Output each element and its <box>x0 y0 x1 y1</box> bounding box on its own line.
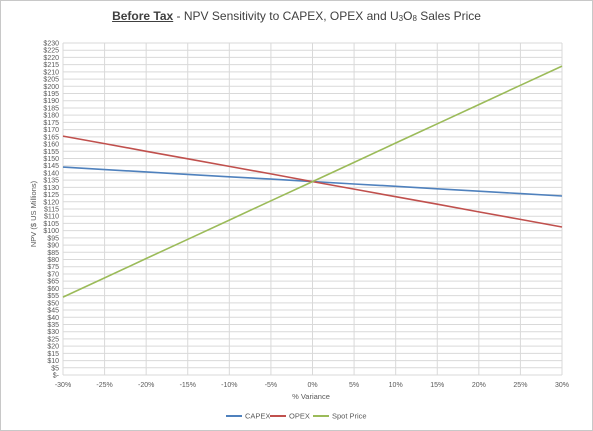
y-tick-label: $80 <box>47 257 59 264</box>
x-tick-label: -5% <box>265 382 277 389</box>
chart-title-sub-3: 3 <box>398 14 404 23</box>
legend-label-capex: CAPEX <box>245 412 270 421</box>
chart-title-mid: O <box>403 9 413 23</box>
y-axis-label: NPV ($ US Millions) <box>29 180 38 247</box>
y-tick-label: $205 <box>43 77 59 84</box>
y-tick-label: $175 <box>43 120 59 127</box>
y-tick-label: $65 <box>47 279 59 286</box>
x-axis-ticks: -30% -25% -20% -15% -10% -5% 0% 5% 10% 15% 20% 25% 3… <box>55 382 569 389</box>
x-tick-label: 20% <box>472 382 486 389</box>
y-tick-label: $160 <box>43 142 59 149</box>
y-tick-label: $60 <box>47 286 59 293</box>
x-tick-label: -30% <box>55 382 71 389</box>
y-tick-label: $25 <box>47 336 59 343</box>
chart-title-rest: - NPV Sensitivity to CAPEX, OPEX and U <box>173 9 399 23</box>
y-tick-label: $145 <box>43 163 59 170</box>
y-tick-label: $20 <box>47 344 59 351</box>
y-tick-label: $165 <box>43 134 59 141</box>
y-tick-label: $230 <box>43 41 59 48</box>
y-tick-label: $30 <box>47 329 59 336</box>
y-tick-label: $75 <box>47 264 59 271</box>
chart-title-sub-8: 8 <box>412 14 417 23</box>
x-axis-label: % Variance <box>292 392 330 401</box>
y-tick-label: $120 <box>43 199 59 206</box>
y-tick-label: $220 <box>43 55 59 62</box>
legend-label-spot-price: Spot Price <box>332 412 367 421</box>
chart-title-end: Sales Price <box>416 9 481 23</box>
y-tick-label: $45 <box>47 308 59 315</box>
y-tick-label: $- <box>53 373 60 380</box>
y-tick-label: $5 <box>51 365 59 372</box>
chart-title: Before Tax - NPV Sensitivity to CAPEX, O… <box>0 9 593 23</box>
y-tick-label: $115 <box>44 207 59 214</box>
x-tick-label: 30% <box>555 382 569 389</box>
series-lines <box>62 65 563 298</box>
y-tick-label: $200 <box>43 84 59 91</box>
y-tick-label: $35 <box>47 322 59 329</box>
y-axis-ticks: $-$5$10$15$20$25$30$35$40$45$50$55$60$65… <box>43 41 59 380</box>
x-tick-label: -20% <box>138 382 154 389</box>
x-tick-label: -25% <box>96 382 112 389</box>
x-tick-label: 25% <box>513 382 527 389</box>
x-tick-label: 0% <box>307 382 317 389</box>
y-tick-label: $90 <box>47 243 59 250</box>
series-line-spot-price <box>62 65 563 298</box>
y-tick-label: $130 <box>43 185 59 192</box>
y-tick-label: $40 <box>47 315 59 322</box>
x-tick-label: 5% <box>349 382 359 389</box>
legend-label-opex: OPEX <box>289 412 310 421</box>
y-tick-label: $55 <box>47 293 59 300</box>
y-tick-label: $190 <box>43 98 59 105</box>
y-tick-label: $215 <box>43 62 59 69</box>
y-tick-label: $135 <box>43 178 59 185</box>
y-tick-label: $210 <box>43 69 59 76</box>
x-tick-label: -15% <box>180 382 196 389</box>
y-tick-label: $195 <box>43 91 59 98</box>
y-tick-label: $100 <box>43 228 59 235</box>
y-tick-label: $85 <box>47 250 59 257</box>
y-tick-label: $105 <box>43 221 59 228</box>
y-tick-label: $10 <box>47 358 59 365</box>
y-tick-label: $225 <box>43 48 59 55</box>
chart-title-bold: Before Tax <box>112 9 174 23</box>
y-tick-label: $125 <box>43 192 59 199</box>
y-tick-label: $155 <box>43 149 59 156</box>
y-tick-label: $70 <box>47 271 59 278</box>
y-tick-label: $50 <box>47 300 59 307</box>
x-tick-label: -10% <box>221 382 237 389</box>
x-tick-label: 10% <box>389 382 403 389</box>
y-tick-label: $150 <box>43 156 59 163</box>
y-tick-label: $170 <box>43 127 59 134</box>
y-tick-label: $180 <box>43 113 59 120</box>
y-tick-label: $185 <box>43 105 59 112</box>
legend: CAPEX OPEX Spot Price <box>226 412 367 421</box>
y-tick-label: $95 <box>47 235 59 242</box>
y-tick-label: $140 <box>43 170 59 177</box>
y-tick-label: $15 <box>47 351 59 358</box>
x-tick-label: 15% <box>430 382 444 389</box>
y-tick-label: $110 <box>44 214 59 221</box>
gridlines <box>62 42 563 376</box>
